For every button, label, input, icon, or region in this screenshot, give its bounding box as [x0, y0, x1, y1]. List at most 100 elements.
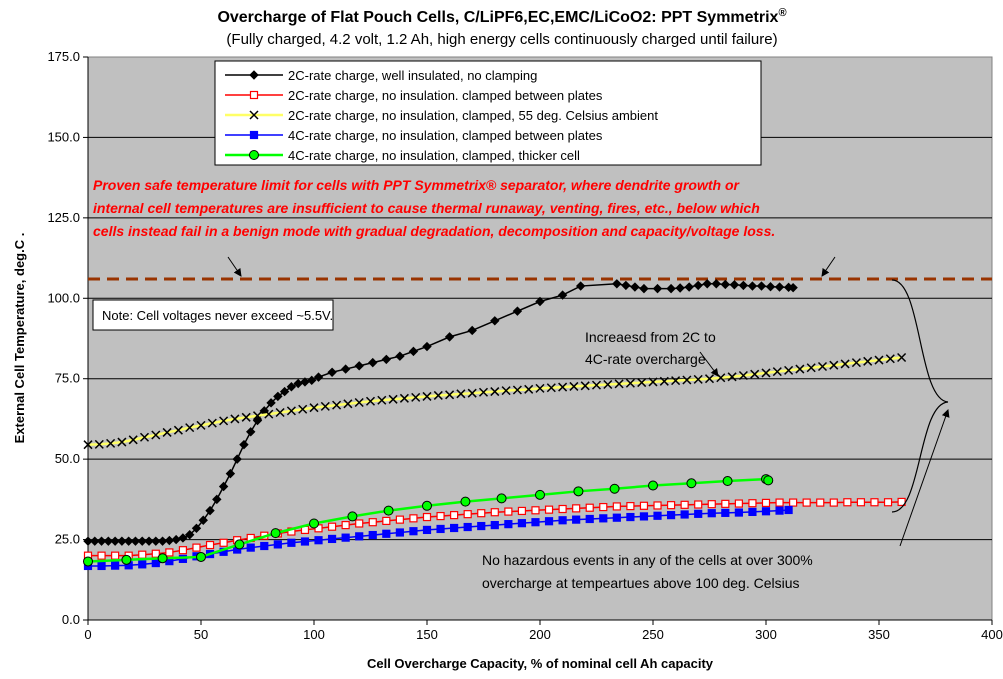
legend-label: 4C-rate charge, no insulation, clamped, …	[288, 148, 580, 163]
series-point	[246, 427, 256, 437]
series-point	[110, 536, 120, 546]
series-point	[450, 511, 459, 520]
series-point	[761, 368, 771, 378]
series-point	[734, 508, 743, 517]
safe-limit-arrow-left	[227, 256, 242, 277]
no-hazard-arrow	[899, 409, 950, 547]
x-tick-label: 350	[868, 627, 890, 642]
series-point	[436, 511, 445, 521]
legend-box	[214, 60, 762, 166]
legend-entry: 2C-rate charge, no insulation, clamped, …	[225, 108, 658, 123]
series-point	[422, 525, 432, 535]
no-hazard-line-2: overcharge at tempeartues above 100 deg.…	[482, 575, 800, 591]
series-point	[707, 500, 716, 509]
series-point	[279, 386, 290, 397]
series-line	[87, 477, 769, 563]
series-point	[157, 553, 168, 564]
series-point	[368, 530, 377, 540]
no-hazard-bg	[478, 547, 896, 597]
series-point	[383, 505, 394, 516]
legend-label: 4C-rate charge, no insulation, clamped b…	[288, 128, 603, 143]
series-point	[748, 507, 757, 517]
series-point	[343, 399, 353, 409]
rate-increase-line-1: Increaesd from 2C to	[585, 329, 716, 345]
series-point	[83, 536, 93, 546]
series-point	[659, 376, 669, 386]
series-point	[341, 533, 350, 542]
y-axis-title: External Cell Temperature, deg.C .	[12, 233, 27, 444]
series-point	[693, 280, 703, 291]
series-point	[501, 386, 511, 396]
series-point	[682, 375, 692, 385]
legend: 2C-rate charge, well insulated, no clamp…	[214, 60, 762, 166]
series-point	[218, 481, 229, 492]
series-point	[96, 536, 107, 546]
series-point	[219, 538, 228, 547]
legend-entry: 4C-rate charge, no insulation, clamped b…	[225, 128, 603, 143]
series-3	[83, 352, 907, 450]
series-point	[273, 540, 282, 549]
series-point	[557, 290, 568, 300]
series-point	[840, 359, 850, 369]
series-point	[546, 383, 556, 393]
series-point	[196, 420, 206, 430]
series-point	[580, 381, 590, 391]
series-point	[885, 354, 895, 364]
legend-entry: 2C-rate charge, no insulation. clamped b…	[225, 88, 603, 103]
x-tick-label: 50	[194, 627, 208, 642]
rate-increase-annotation: Increaesd from 2C to 4C-rate overcharge	[585, 329, 720, 367]
series-point	[460, 496, 471, 507]
series-point	[411, 392, 421, 402]
y-tick-label: 125.0	[47, 210, 80, 225]
series-point	[504, 520, 513, 529]
series-point	[137, 536, 147, 546]
series-point	[444, 332, 455, 342]
series-point	[761, 507, 771, 516]
no-hazard-line-1: No hazardous events in any of the cells …	[482, 552, 813, 568]
no-hazard-annotation: No hazardous events in any of the cells …	[482, 552, 817, 591]
series-point	[756, 281, 767, 291]
series-point	[463, 522, 472, 532]
series-point	[151, 536, 161, 546]
series-point	[139, 432, 150, 442]
series-point	[467, 325, 477, 336]
series-point	[123, 536, 134, 546]
series-point	[774, 282, 785, 292]
series-point	[409, 514, 418, 523]
series-point	[355, 532, 364, 541]
series-point	[117, 437, 127, 447]
series-point	[347, 511, 358, 522]
series-point	[365, 396, 376, 406]
series-point	[711, 279, 721, 289]
legend-label: 2C-rate charge, well insulated, no clamp…	[288, 68, 537, 83]
series-point	[286, 406, 296, 416]
series-point	[722, 476, 733, 487]
series-point	[558, 382, 568, 392]
series-point	[309, 518, 319, 529]
series-point	[320, 401, 330, 411]
series-point	[707, 509, 716, 518]
series-point	[729, 280, 740, 290]
series-point	[788, 282, 798, 293]
series-point	[287, 538, 296, 547]
series-point	[639, 512, 649, 521]
series-point	[298, 404, 308, 414]
series-point	[241, 412, 251, 422]
series-point	[239, 439, 249, 450]
series-point	[130, 536, 141, 546]
series-point	[212, 494, 222, 505]
series-layer	[83, 279, 907, 571]
series-point	[727, 372, 737, 382]
legend-swatch-marker	[249, 110, 259, 120]
series-point	[433, 390, 443, 400]
series-point	[856, 498, 866, 507]
series-point	[162, 427, 172, 437]
series-point	[512, 306, 523, 316]
series-point	[234, 539, 245, 550]
series-point	[300, 537, 310, 546]
series-point	[843, 498, 852, 507]
series-point	[702, 279, 712, 289]
series-point	[382, 516, 391, 526]
series-point	[694, 509, 703, 518]
series-point	[585, 514, 594, 524]
